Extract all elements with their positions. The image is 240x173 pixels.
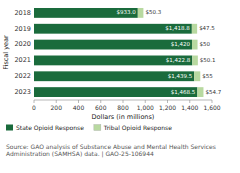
- data-label: $50: [200, 41, 211, 47]
- x-tick-label: 200: [51, 104, 63, 111]
- chart: 0 200 400 600 800 1,000 1,200 1,400 1,600 2018 201…: [0, 0, 240, 173]
- x-tick-label: 1,000: [137, 104, 154, 111]
- legend-label: State Opioid Response: [16, 124, 84, 132]
- data-label: $55: [202, 73, 213, 79]
- legend-swatch: [94, 125, 101, 131]
- data-label: $50.1: [200, 57, 216, 63]
- x-tick-label: 1,600: [203, 104, 220, 111]
- data-label: $933.0: [117, 9, 137, 15]
- bar-segment: [197, 87, 203, 97]
- bar-segment: [192, 24, 197, 34]
- y-tick-label: 2023: [14, 88, 31, 96]
- legend-label: Tribal Opioid Response: [103, 124, 172, 132]
- x-tick-label: 1,400: [181, 104, 198, 111]
- y-tick-label: 2019: [14, 25, 31, 33]
- data-label: $1,468.5: [171, 89, 196, 95]
- x-axis-label: Dollars (in millions): [92, 113, 155, 121]
- bar-segment: [34, 71, 194, 81]
- data-label: $54.7: [205, 89, 221, 95]
- legend-swatch: [6, 125, 13, 131]
- x-tick-label: 1,200: [159, 104, 176, 111]
- y-tick-label: 2020: [14, 40, 31, 48]
- x-tick-label: 800: [117, 104, 129, 111]
- bar-segment: [194, 71, 200, 81]
- bars: [34, 8, 203, 97]
- bar-segment: [34, 87, 197, 97]
- source-note: Source: GAO analysis of Substance Abuse …: [6, 143, 234, 157]
- data-label: $1,418.8: [165, 25, 190, 31]
- bar-segment: [34, 8, 138, 18]
- legend: State Opioid Response Tribal Opioid Respo…: [6, 124, 172, 132]
- y-axis-label: Fiscal year: [2, 35, 10, 70]
- x-axis-line: [34, 100, 212, 101]
- bar-segment: [34, 40, 192, 50]
- data-label: $1,422.8: [166, 57, 191, 63]
- x-tick-label: 600: [95, 104, 107, 111]
- bar-segment: [192, 56, 198, 66]
- bar-segment: [34, 24, 192, 34]
- y-tick-label: 2021: [14, 56, 31, 64]
- y-tick-label: 2018: [14, 9, 31, 17]
- bar-segment: [192, 40, 198, 50]
- data-label: $1,420: [171, 41, 191, 47]
- bar-segment: [138, 8, 144, 18]
- data-label: $1,439.5: [168, 73, 193, 79]
- y-tick-label: 2022: [14, 72, 31, 80]
- x-tick-label: 0: [32, 104, 36, 111]
- x-tick-label: 400: [73, 104, 85, 111]
- bar-segment: [34, 56, 192, 66]
- data-label: $50.3: [145, 9, 161, 15]
- data-label: $47.5: [199, 25, 215, 31]
